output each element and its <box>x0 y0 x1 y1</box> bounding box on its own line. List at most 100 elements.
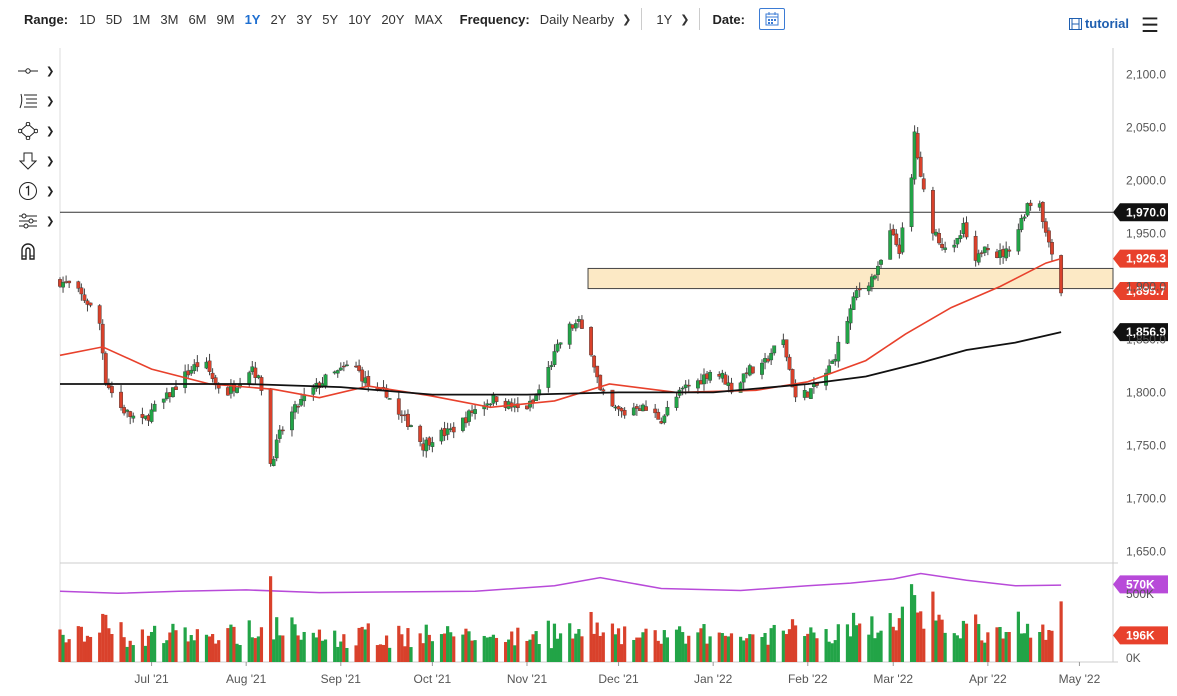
range-button-3m[interactable]: 3M <box>160 11 179 27</box>
volume-bar <box>592 633 596 662</box>
tool-settings[interactable]: ❯ <box>16 206 56 236</box>
tool-count[interactable]: ❯ <box>16 176 56 206</box>
volume-bar <box>388 647 392 662</box>
volume-bar <box>314 637 318 662</box>
range-button-2y[interactable]: 2Y <box>270 11 287 27</box>
candle-body <box>674 396 679 408</box>
candle-body <box>335 370 340 374</box>
value-tag-bg <box>1113 282 1168 301</box>
range-button-5d[interactable]: 5D <box>105 11 123 27</box>
candle-body <box>931 190 935 234</box>
candle-body <box>793 385 798 398</box>
volume-bar <box>119 622 123 662</box>
volume-bar <box>876 632 880 662</box>
tool-shape[interactable]: ❯ <box>16 116 56 146</box>
volume-bar <box>913 595 917 662</box>
range-button-1y[interactable]: 1Y <box>244 11 261 27</box>
volume-bar <box>168 632 172 662</box>
volume-bar <box>226 628 230 662</box>
volume-bar <box>781 630 785 662</box>
range-button-20y[interactable]: 20Y <box>381 11 405 27</box>
y-tick-label: 1,750.0 <box>1126 438 1166 452</box>
range-button-1m[interactable]: 1M <box>132 11 151 27</box>
candle-body <box>644 406 648 411</box>
volume-bar <box>613 634 618 662</box>
volume-bar <box>739 636 743 662</box>
range-button-9m[interactable]: 9M <box>216 11 235 27</box>
range-button-10y[interactable]: 10Y <box>348 11 372 27</box>
volume-bar <box>684 643 688 662</box>
tool-line[interactable]: ❯ <box>16 56 56 86</box>
volume-bar <box>449 632 453 662</box>
volume-bar <box>470 640 474 662</box>
volume-bar <box>1028 637 1033 662</box>
candle-body <box>760 362 764 375</box>
volume-bar <box>751 634 755 662</box>
frequency-select[interactable]: Daily Nearby ❯ <box>540 12 632 27</box>
range-button-5y[interactable]: 5Y <box>322 11 339 27</box>
volume-bar <box>894 630 898 662</box>
volume-bar <box>98 632 102 662</box>
volume-bar <box>357 627 361 662</box>
tool-arrow[interactable]: ❯ <box>16 146 56 176</box>
candle-body <box>341 365 346 368</box>
candle-body <box>409 425 413 427</box>
settings-tool-icon <box>16 211 40 231</box>
range-button-max[interactable]: MAX <box>414 11 443 27</box>
calendar-button[interactable] <box>759 8 785 30</box>
tutorial-link[interactable]: tutorial <box>1068 16 1129 31</box>
volume-bar <box>931 591 935 662</box>
range-button-3y[interactable]: 3Y <box>296 11 313 27</box>
candle-body <box>567 323 572 345</box>
candle-body <box>958 235 963 239</box>
volume-bar <box>815 638 819 662</box>
candle-body <box>1047 230 1051 243</box>
volume-bar <box>299 639 303 662</box>
candle-body <box>592 355 597 368</box>
moving-average-200 <box>60 331 1062 396</box>
volume-bar <box>824 629 828 662</box>
candle-body <box>183 371 188 388</box>
candle-body <box>360 369 365 382</box>
volume-bar <box>507 639 511 662</box>
volume-bar <box>610 623 615 662</box>
volume-bar <box>146 635 151 662</box>
candle-body <box>549 365 554 367</box>
candle-body <box>610 389 615 407</box>
period-select[interactable]: 1Y ❯ <box>656 12 689 27</box>
candle-body <box>696 380 700 389</box>
candle-body <box>894 233 899 245</box>
hamburger-menu-icon[interactable]: ☰ <box>1141 15 1159 37</box>
y-tick-label: 1,900.0 <box>1126 279 1166 293</box>
candle-body <box>634 406 639 409</box>
volume-bar <box>101 613 105 662</box>
volume-bar <box>189 635 193 662</box>
tool-magnet[interactable] <box>16 236 56 266</box>
tool-fib[interactable]: ❯ <box>16 86 56 116</box>
candle-body <box>940 243 944 248</box>
candle-body <box>686 384 691 387</box>
candle-body <box>192 364 197 372</box>
volume-bar <box>748 634 752 662</box>
divider <box>699 8 701 30</box>
value-tag-text: 1,856.9 <box>1126 325 1166 339</box>
volume-bar <box>64 642 68 662</box>
volume-bar <box>696 632 700 662</box>
volume-bar <box>720 633 724 662</box>
volume-bar <box>858 623 862 662</box>
volume-bar <box>384 635 389 662</box>
candle-body <box>88 302 93 306</box>
candle-body <box>900 227 905 253</box>
candle-body <box>589 326 593 356</box>
range-button-6m[interactable]: 6M <box>188 11 207 27</box>
tutorial-label: tutorial <box>1084 16 1129 31</box>
volume-bar <box>867 634 871 662</box>
candle-body <box>1028 202 1033 206</box>
range-button-1d[interactable]: 1D <box>79 11 96 27</box>
volume-bar <box>424 624 428 662</box>
y-tick-label: 2,050.0 <box>1126 120 1166 134</box>
volume-bar <box>229 624 233 662</box>
candle-body <box>430 442 435 447</box>
volume-bar <box>659 643 663 662</box>
volume-bar <box>635 637 639 662</box>
